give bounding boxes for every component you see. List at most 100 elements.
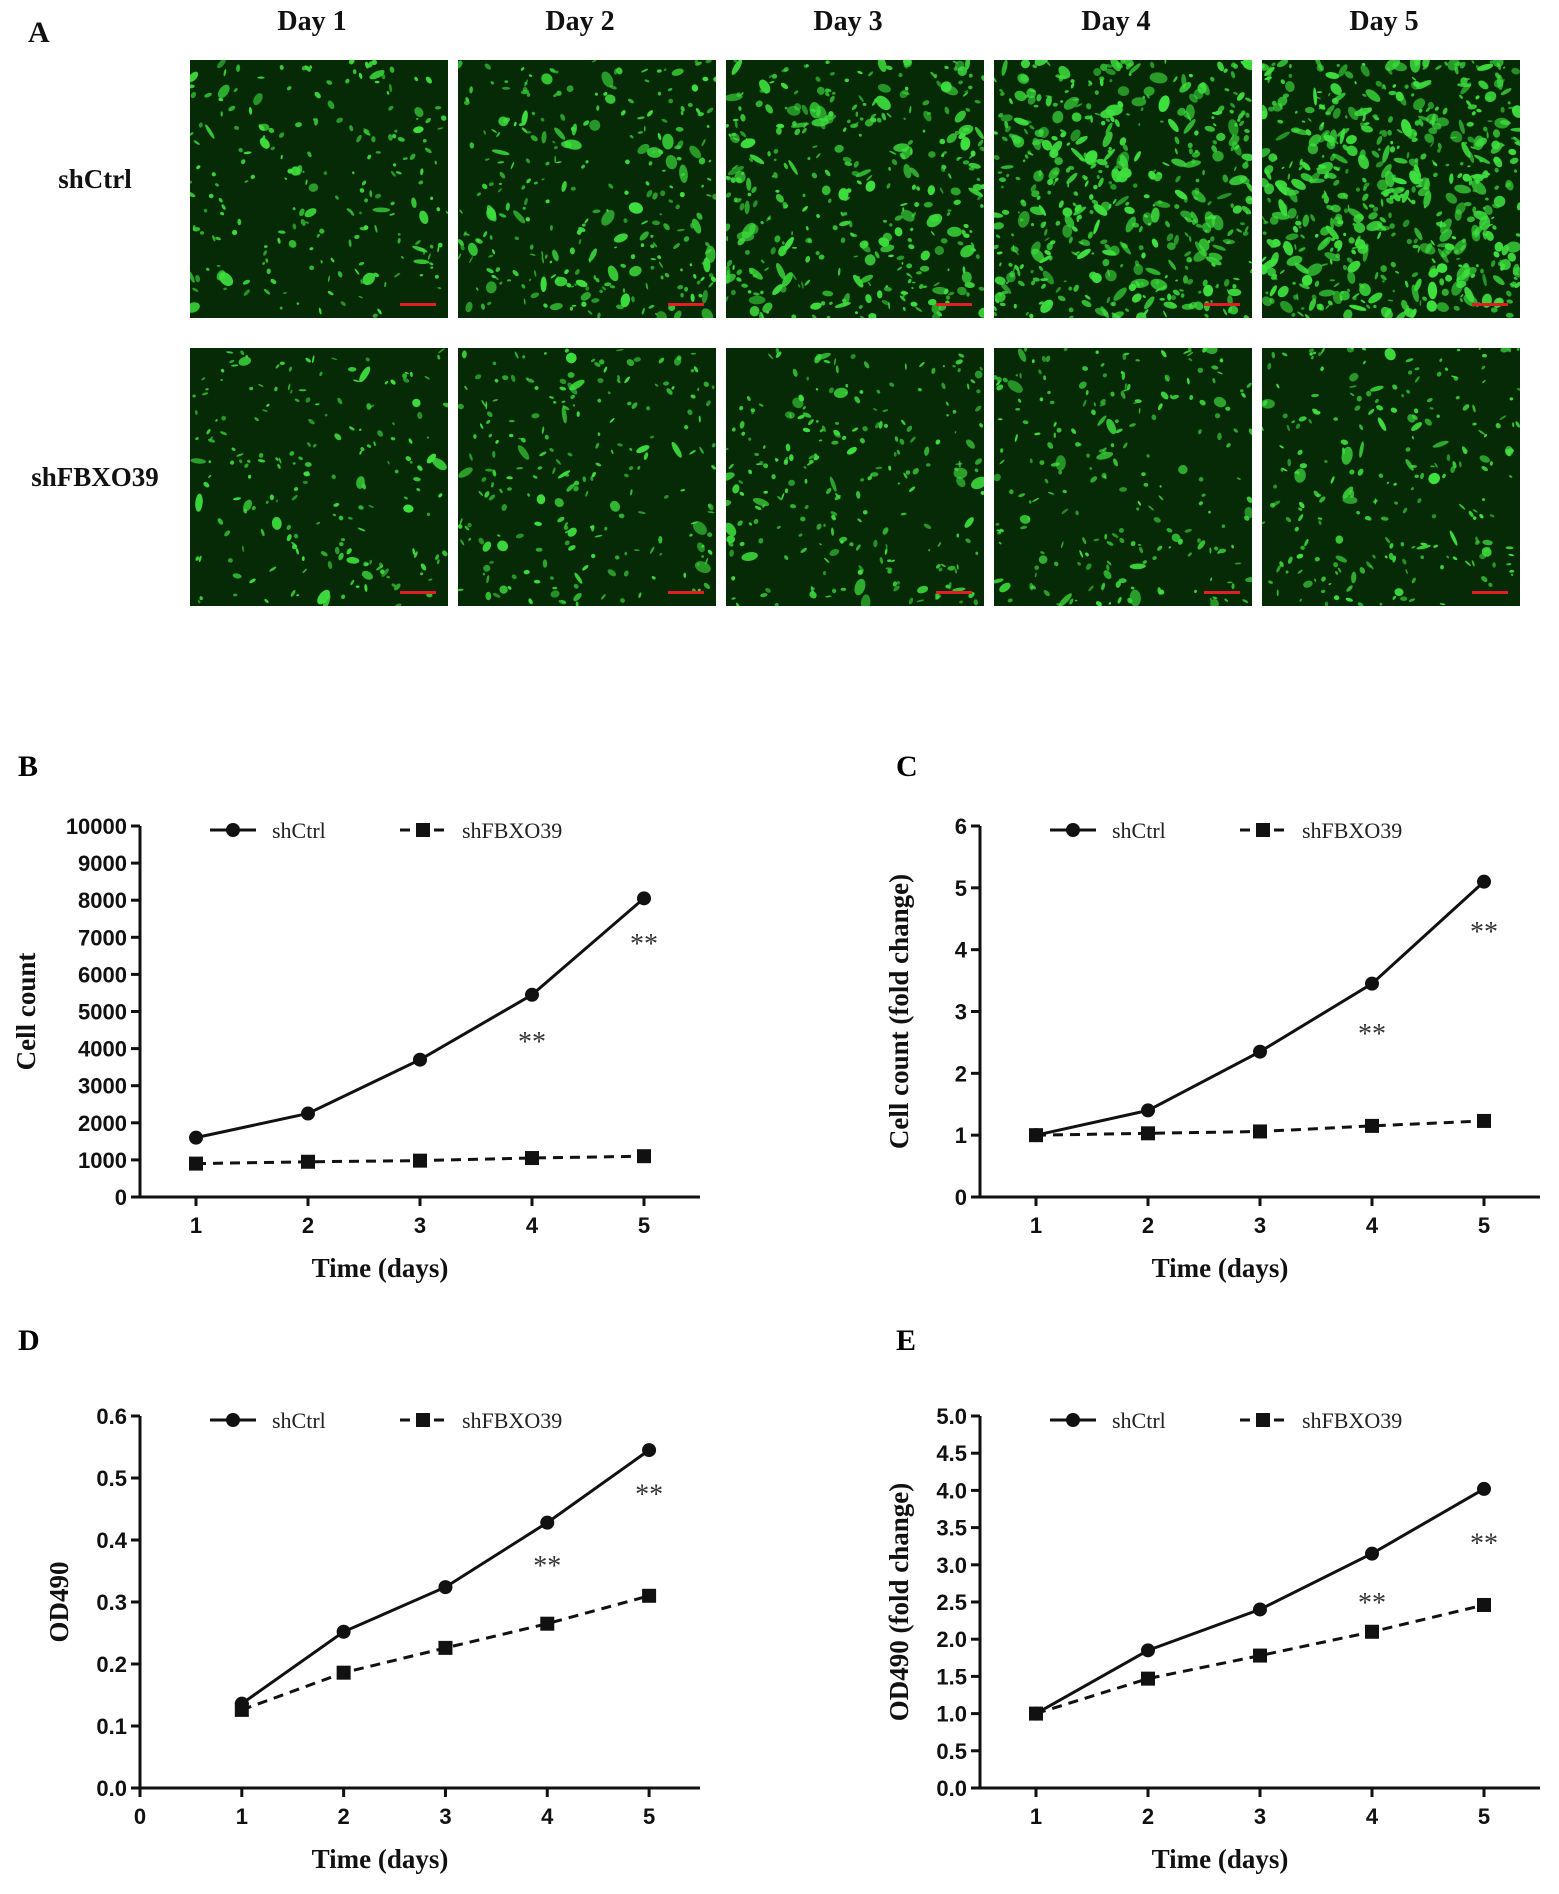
y-tick-label: 0.1 [96, 1714, 127, 1739]
y-axis-title: Cell count [11, 953, 41, 1071]
x-tick-label: 4 [1366, 1804, 1379, 1829]
y-axis-title: Cell count (fold change) [884, 874, 914, 1149]
y-axis-title: OD490 (fold change) [884, 1483, 914, 1722]
x-tick-label: 4 [541, 1804, 554, 1829]
data-point-shfbxo39 [301, 1154, 315, 1169]
data-point-shfbxo39 [525, 1151, 539, 1166]
y-tick-label: 0.0 [936, 1776, 967, 1801]
data-point-shfbxo39 [438, 1640, 453, 1655]
y-tick-label: 10000 [66, 814, 127, 839]
x-tick-label: 5 [643, 1804, 655, 1829]
y-tick-label: 0.2 [96, 1652, 127, 1677]
data-point-shfbxo39 [637, 1149, 651, 1164]
y-tick-label: 0.6 [96, 1404, 127, 1429]
y-tick-label: 5000 [78, 1000, 127, 1025]
x-tick-label: 2 [338, 1804, 350, 1829]
legend-label-shfbxo39: shFBXO39 [1302, 1408, 1402, 1433]
legend-marker [226, 1413, 240, 1427]
micro-image-shctrl-day-5 [1262, 60, 1520, 318]
y-tick-label: 1000 [78, 1148, 127, 1173]
data-point-shfbxo39 [1029, 1128, 1043, 1143]
series-line-shctrl [1035, 880, 1486, 1137]
micro-image-shfbxo39-day-4 [994, 348, 1252, 606]
data-point-shctrl [1477, 1481, 1491, 1496]
y-tick-label: 2000 [78, 1111, 127, 1136]
data-point-shctrl [1141, 1643, 1155, 1658]
significance-label: ** [630, 929, 658, 960]
legend-label-shfbxo39: shFBXO39 [462, 1408, 562, 1433]
significance-label: ** [1470, 1528, 1498, 1559]
series-line-shctrl [1035, 1487, 1485, 1715]
micro-image-shfbxo39-day-1 [190, 348, 448, 606]
legend-label-shfbxo39: shFBXO39 [1302, 818, 1402, 843]
row-label-shfbxo39: shFBXO39 [31, 462, 159, 492]
y-tick-label: 0 [115, 1185, 127, 1210]
data-point-shfbxo39 [1477, 1597, 1491, 1612]
y-tick-label: 0.0 [96, 1776, 127, 1801]
chart-panel-b: B 0 1000 2000 3000 4000 5000 6000 7000 8000 9000 10… [11, 750, 700, 1283]
data-point-shctrl [301, 1106, 315, 1121]
data-point-shctrl [525, 987, 539, 1002]
x-tick-label: 0 [134, 1804, 146, 1829]
y-tick-label: 4 [955, 938, 968, 963]
y-tick-label: 0.5 [936, 1739, 967, 1764]
panel-a-letter: A [28, 16, 50, 49]
data-point-shctrl [1365, 1546, 1379, 1561]
micro-image-shctrl-day-4 [994, 60, 1252, 318]
y-tick-label: 3000 [78, 1074, 127, 1099]
y-tick-label: 4000 [78, 1037, 127, 1062]
legend-label-shfbxo39: shFBXO39 [462, 818, 562, 843]
data-point-shfbxo39 [189, 1156, 203, 1171]
y-tick-label: 8000 [78, 888, 127, 913]
x-tick-label: 5 [1478, 1804, 1490, 1829]
y-tick-label: 0.4 [96, 1528, 127, 1553]
significance-label: ** [533, 1551, 561, 1582]
micro-image-shfbxo39-day-5 [1262, 348, 1520, 606]
data-point-shfbxo39 [1253, 1648, 1267, 1663]
data-point-shfbxo39 [1253, 1124, 1267, 1139]
significance-label: ** [1470, 917, 1498, 948]
data-point-shctrl [438, 1580, 453, 1595]
y-tick-label: 5 [955, 876, 967, 901]
x-tick-label: 4 [1366, 1213, 1379, 1238]
x-tick-label: 1 [1030, 1804, 1042, 1829]
row-label-shctrl: shCtrl [58, 164, 132, 194]
y-tick-label: 2.0 [936, 1627, 967, 1652]
column-label-day-2: Day 2 [545, 6, 615, 37]
column-label-day-5: Day 5 [1349, 6, 1419, 37]
y-tick-label: 3.5 [936, 1516, 967, 1541]
legend-marker [416, 1413, 430, 1427]
y-tick-label: 6000 [78, 962, 127, 987]
data-point-shctrl [1365, 976, 1379, 991]
x-axis-title: Time (days) [312, 1253, 449, 1283]
y-tick-label: 3 [955, 1000, 967, 1025]
data-point-shfbxo39 [642, 1588, 657, 1603]
legend-marker [1066, 823, 1080, 837]
y-tick-label: 6 [955, 814, 967, 839]
significance-label: ** [1358, 1019, 1386, 1050]
data-point-shfbxo39 [1141, 1126, 1155, 1141]
legend-marker [1256, 823, 1270, 837]
y-tick-label: 2.5 [936, 1590, 967, 1615]
data-point-shctrl [336, 1624, 351, 1639]
x-axis-title: Time (days) [1152, 1253, 1289, 1283]
panel-b-letter: B [18, 750, 38, 783]
x-axis-title: Time (days) [1152, 1844, 1289, 1874]
scale-bar [936, 303, 972, 306]
y-tick-label: 4.5 [936, 1441, 967, 1466]
scale-bar [668, 591, 704, 594]
data-point-shfbxo39 [1477, 1113, 1491, 1128]
series-line-shctrl [240, 1448, 650, 1705]
data-point-shfbxo39 [1365, 1624, 1379, 1639]
x-tick-label: 3 [1254, 1804, 1266, 1829]
scale-bar [1204, 303, 1240, 306]
data-point-shfbxo39 [336, 1665, 351, 1680]
data-point-shctrl [642, 1443, 657, 1458]
column-label-day-4: Day 4 [1081, 6, 1151, 37]
column-label-day-1: Day 1 [277, 6, 347, 37]
panel-d-letter: D [18, 1324, 40, 1357]
y-tick-label: 0.5 [96, 1466, 127, 1491]
legend-marker [226, 823, 240, 837]
y-tick-label: 1 [955, 1123, 967, 1148]
scale-bar [400, 303, 436, 306]
